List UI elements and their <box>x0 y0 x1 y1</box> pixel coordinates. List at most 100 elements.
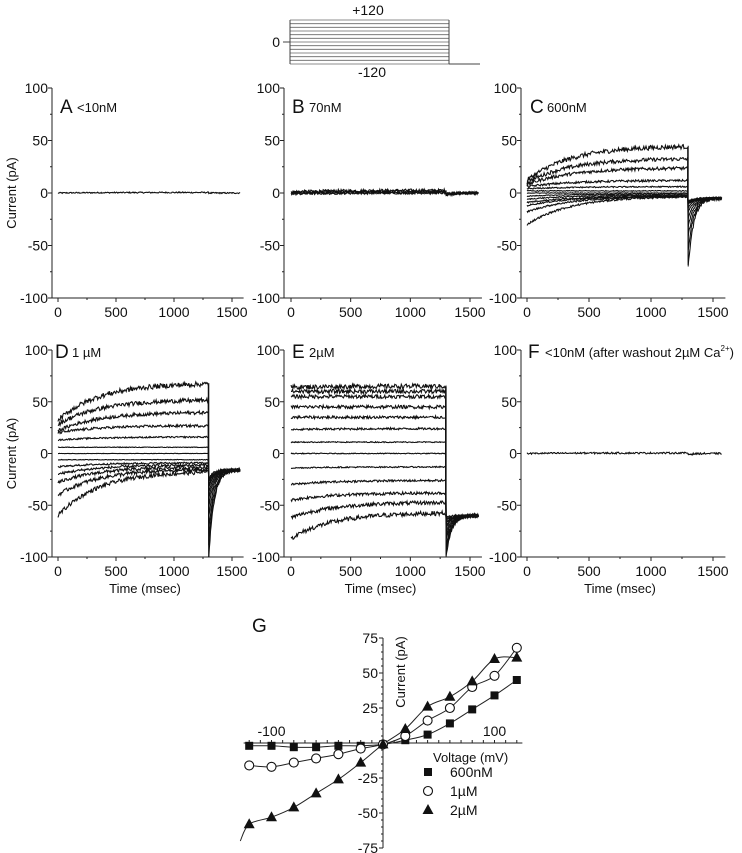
x-tick-label: 1000 <box>395 563 426 579</box>
legend-marker <box>422 804 434 814</box>
x-tick-label: 0 <box>54 304 62 320</box>
data-point <box>512 676 521 684</box>
panel-letter: G <box>252 616 267 637</box>
data-point <box>377 738 389 749</box>
panel-condition: 70nM <box>309 100 342 115</box>
data-point <box>288 801 300 812</box>
current-trace <box>290 382 479 556</box>
x-tick-label: 500 <box>339 563 363 579</box>
data-point <box>466 675 478 686</box>
legend: 600nM 1µM 2µM <box>422 764 493 818</box>
current-trace <box>57 380 241 558</box>
data-point <box>355 756 367 767</box>
y-tick-label: 100 <box>257 342 281 358</box>
legend-marker <box>422 785 434 797</box>
data-point <box>312 743 321 752</box>
x-axis-title: Time (msec) <box>584 581 656 596</box>
x-tick-label: -100 <box>257 723 285 739</box>
x-tick-label: 1500 <box>454 563 485 579</box>
data-point <box>422 715 433 726</box>
data-point <box>334 741 343 750</box>
data-point <box>511 642 522 653</box>
y-tick-label: 0 <box>40 185 48 201</box>
y-tick-label: -100 <box>20 549 48 565</box>
panel-condition: 2µM <box>309 345 335 360</box>
data-point <box>399 723 411 733</box>
data-point <box>489 653 500 663</box>
y-tick-label: -25 <box>358 770 378 786</box>
y-tick-label: -50 <box>260 497 280 513</box>
panel-condition-text: 1 µM <box>72 345 101 360</box>
data-point <box>288 757 299 768</box>
current-trace <box>526 451 722 456</box>
current-trace <box>57 422 241 517</box>
y-tick-label: 50 <box>501 133 517 149</box>
current-trace <box>526 165 723 237</box>
current-trace <box>526 185 723 219</box>
data-point <box>333 749 344 760</box>
x-tick-label: 0 <box>287 304 295 320</box>
data-point <box>445 719 454 728</box>
x-tick-label: 100 <box>483 723 507 739</box>
voltage-protocol-inset: +120 0 -120 <box>272 2 480 80</box>
panel-condition-text: <10nM <box>77 100 117 115</box>
x-tick-label: 500 <box>104 563 128 579</box>
y-tick-label: -100 <box>252 290 280 306</box>
data-point <box>444 702 455 714</box>
protocol-top-label: +120 <box>352 2 384 18</box>
x-tick-label: 0 <box>523 304 531 320</box>
x-axis-title: Time (msec) <box>345 581 417 596</box>
x-tick-label: 500 <box>577 563 601 579</box>
panel-condition: <10nM <box>77 100 117 115</box>
current-trace <box>526 156 723 250</box>
y-tick-label: 50 <box>32 133 48 149</box>
current-trace <box>58 452 241 494</box>
data-point <box>267 741 276 750</box>
current-trace <box>526 191 722 210</box>
data-point <box>244 760 255 771</box>
y-tick-label: 50 <box>501 394 517 410</box>
x-tick-label: 0 <box>523 563 531 579</box>
x-tick-label: 1000 <box>158 563 189 579</box>
y-tick-label: -100 <box>20 290 48 306</box>
x-tick-label: 500 <box>577 304 601 320</box>
legend-marker <box>424 768 432 776</box>
panel-letter: A <box>60 97 73 118</box>
data-point <box>468 705 477 714</box>
current-trace <box>290 440 479 533</box>
y-tick-label: 0 <box>40 446 48 462</box>
data-point <box>289 743 298 752</box>
x-tick-label: 0 <box>54 563 62 579</box>
y-tick-label: -50 <box>497 238 517 254</box>
data-point <box>422 700 434 711</box>
current-trace <box>57 446 241 500</box>
y-tick-label: -50 <box>260 238 280 254</box>
panel-condition: <10nM (after washout 2µM Ca2+) <box>545 344 734 360</box>
data-point <box>266 811 277 822</box>
data-point <box>355 743 366 754</box>
panel-condition-text: 2µM <box>309 345 335 360</box>
x-tick-label: 500 <box>339 304 363 320</box>
current-trace <box>526 189 722 213</box>
current-trace <box>57 396 241 546</box>
y-tick-label: 100 <box>257 80 281 96</box>
y-tick-label: 100 <box>25 342 49 358</box>
legend-label: 2µM <box>450 802 478 818</box>
x-tick-label: 1500 <box>216 563 247 579</box>
data-point <box>245 741 254 750</box>
current-trace <box>526 194 723 226</box>
current-trace <box>290 403 479 546</box>
panel-condition: 1 µM <box>72 345 101 360</box>
y-tick-label: 50 <box>32 394 48 410</box>
current-trace <box>290 509 479 541</box>
y-tick-label: -100 <box>252 549 280 565</box>
x-tick-label: 1500 <box>216 304 247 320</box>
x-tick-label: 1500 <box>697 563 728 579</box>
legend-label: 1µM <box>450 783 478 799</box>
y-tick-label: -100 <box>489 549 517 565</box>
